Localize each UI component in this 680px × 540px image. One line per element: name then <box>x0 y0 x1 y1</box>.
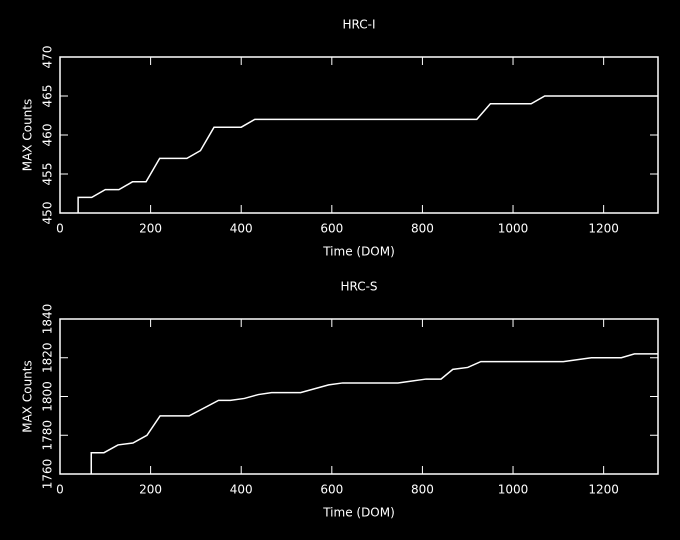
x-tick-label: 0 <box>56 222 64 236</box>
x-tick-label: 0 <box>56 483 64 497</box>
plot-frame <box>59 318 659 475</box>
y-tick-label: 1780 <box>41 420 55 451</box>
x-tick-label: 200 <box>139 222 162 236</box>
plot-frame <box>59 56 659 214</box>
y-tick-label: 465 <box>41 85 55 108</box>
y-tick-label: 455 <box>41 163 55 186</box>
x-tick-label: 600 <box>320 222 343 236</box>
x-tick-label: 400 <box>230 483 253 497</box>
y-axis-label: MAX Counts <box>21 360 35 433</box>
x-axis-label: Time (DOM) <box>322 245 395 259</box>
x-axis-label: Time (DOM) <box>322 506 395 520</box>
data-line <box>77 95 658 213</box>
y-tick-label: 1800 <box>41 381 55 412</box>
y-tick-label: 1840 <box>41 304 55 335</box>
y-axis-label: MAX Counts <box>21 99 35 172</box>
x-tick-label: 1000 <box>498 222 529 236</box>
x-tick-label: 1200 <box>588 483 619 497</box>
y-tick-label: 450 <box>41 202 55 225</box>
x-tick-label: 200 <box>139 483 162 497</box>
data-line <box>90 353 658 474</box>
y-tick-label: 460 <box>41 124 55 147</box>
x-tick-label: 400 <box>230 222 253 236</box>
x-tick-label: 800 <box>411 222 434 236</box>
y-tick-label: 1760 <box>41 459 55 490</box>
x-tick-label: 800 <box>411 483 434 497</box>
x-tick-label: 1000 <box>498 483 529 497</box>
chart-title: HRC-I <box>342 18 375 32</box>
chart-title: HRC-S <box>340 280 377 294</box>
y-tick-label: 1820 <box>41 342 55 373</box>
y-tick-label: 470 <box>41 46 55 69</box>
x-tick-label: 600 <box>320 483 343 497</box>
x-tick-label: 1200 <box>588 222 619 236</box>
